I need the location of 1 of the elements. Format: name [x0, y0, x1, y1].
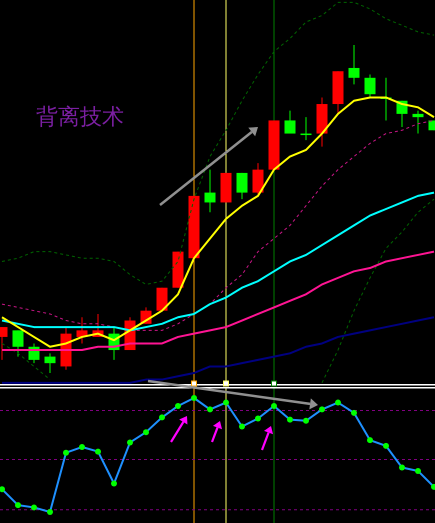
- text: 背离技术: [36, 105, 124, 130]
